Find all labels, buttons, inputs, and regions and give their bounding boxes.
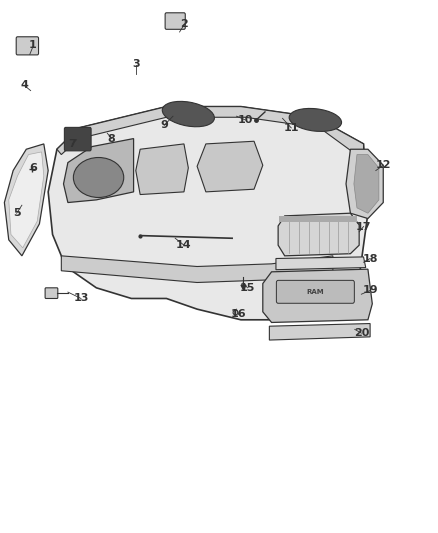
Text: 8: 8 — [108, 134, 116, 143]
Polygon shape — [4, 144, 48, 256]
Polygon shape — [57, 107, 364, 160]
FancyBboxPatch shape — [64, 127, 91, 151]
Polygon shape — [269, 324, 370, 340]
Text: 19: 19 — [362, 286, 378, 295]
Text: 1: 1 — [29, 41, 37, 50]
Ellipse shape — [289, 108, 342, 132]
Text: RAM: RAM — [307, 289, 324, 295]
Bar — [279, 216, 357, 222]
Text: 11: 11 — [283, 123, 299, 133]
Polygon shape — [136, 144, 188, 195]
FancyBboxPatch shape — [165, 13, 185, 29]
Polygon shape — [278, 213, 359, 256]
Text: 15: 15 — [240, 283, 255, 293]
Text: 6: 6 — [29, 163, 37, 173]
Polygon shape — [346, 149, 383, 219]
Text: 16: 16 — [231, 310, 247, 319]
FancyBboxPatch shape — [16, 37, 39, 55]
Text: 9: 9 — [160, 120, 168, 130]
Text: 13: 13 — [73, 294, 89, 303]
Ellipse shape — [73, 158, 124, 197]
Text: 4: 4 — [20, 80, 28, 90]
Text: 2: 2 — [180, 19, 188, 29]
Polygon shape — [354, 155, 379, 213]
Text: 17: 17 — [356, 222, 371, 231]
Ellipse shape — [162, 101, 214, 127]
Text: 18: 18 — [362, 254, 378, 263]
Text: 7: 7 — [68, 139, 76, 149]
Text: 12: 12 — [375, 160, 391, 170]
Polygon shape — [197, 141, 263, 192]
Text: 5: 5 — [13, 208, 21, 218]
Text: 10: 10 — [237, 115, 253, 125]
Polygon shape — [9, 152, 44, 248]
Polygon shape — [263, 269, 372, 322]
FancyBboxPatch shape — [276, 280, 354, 303]
Text: 20: 20 — [353, 328, 369, 338]
Polygon shape — [61, 256, 333, 282]
Polygon shape — [276, 257, 366, 270]
Text: 14: 14 — [176, 240, 192, 250]
Text: 3: 3 — [132, 59, 140, 69]
FancyBboxPatch shape — [45, 288, 58, 298]
Polygon shape — [64, 139, 134, 203]
Polygon shape — [48, 107, 368, 320]
